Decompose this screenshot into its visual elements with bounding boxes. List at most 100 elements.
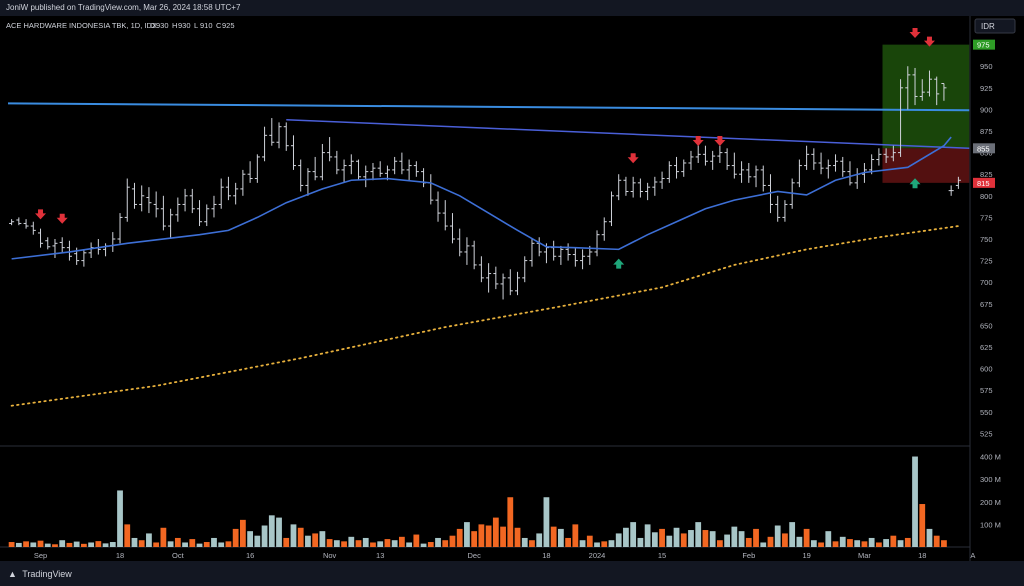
ohlc-bar <box>392 156 398 175</box>
volume-bar <box>283 537 290 547</box>
currency-box <box>974 18 1016 34</box>
ohlc-bar <box>66 240 72 261</box>
volume-bar <box>268 515 275 547</box>
volume-bar <box>926 528 933 547</box>
ohlc-bar <box>30 221 36 235</box>
ohlc-bar <box>724 148 730 170</box>
time-tick-label: Oct <box>172 551 185 560</box>
volume-bar <box>724 534 731 547</box>
ohlc-bar <box>673 156 680 179</box>
ohlc-bar <box>898 79 904 157</box>
volume-bar <box>716 540 723 547</box>
volume-bar <box>651 532 658 547</box>
ohlc-bar <box>818 152 824 175</box>
ohlc-bar <box>753 165 759 188</box>
ohlc-key: L <box>194 21 198 30</box>
volume-bar <box>753 528 759 547</box>
price-chart[interactable]: 5255505756006256506757007257507758008258… <box>0 16 1024 561</box>
ohlc-bar <box>319 143 325 181</box>
volume-bar <box>362 537 369 547</box>
volume-bar <box>557 528 564 547</box>
ohlc-bar <box>941 83 947 101</box>
volume-bar <box>232 528 239 547</box>
volume-bar <box>478 524 485 547</box>
volume-bars <box>8 456 947 547</box>
sell-arrow-icon <box>909 28 921 38</box>
ohlc-bar <box>681 159 687 177</box>
volume-bar <box>825 531 832 547</box>
volume-bar <box>44 543 51 547</box>
ohlc-bar <box>594 230 600 257</box>
volume-bar <box>492 517 499 547</box>
volume-bar <box>875 542 882 547</box>
price-badge-label: 815 <box>977 179 990 188</box>
ohlc-bar <box>117 213 123 244</box>
currency-selector[interactable]: IDR <box>974 18 1016 34</box>
price-tick-label: 950 <box>980 62 993 71</box>
price-tick-label: 775 <box>980 213 993 222</box>
volume-bar <box>464 522 470 547</box>
volume-bar <box>868 537 875 547</box>
volume-bar <box>594 542 600 547</box>
volume-bar <box>276 517 282 547</box>
volume-bar <box>615 533 622 547</box>
descending-trendline[interactable] <box>286 119 970 150</box>
volume-tick-label: 300 M <box>980 475 1001 484</box>
ohlc-bar <box>233 182 239 205</box>
ohlc-bar <box>9 219 15 226</box>
volume-bar <box>52 544 58 547</box>
tradingview-logo[interactable]: ▲ TradingView <box>8 569 72 579</box>
time-tick-label: Sep <box>34 551 47 560</box>
ohlc-bar <box>536 237 542 257</box>
volume-bar <box>485 525 492 547</box>
ohlc-bar <box>334 150 340 175</box>
volume-bar <box>818 542 824 547</box>
ohlc-bar <box>59 237 65 252</box>
ohlc-bar <box>739 161 745 183</box>
price-tick-label: 600 <box>980 365 993 374</box>
ohlc-bar <box>457 228 463 257</box>
ohlc-bar <box>435 191 441 222</box>
price-tick-label: 750 <box>980 235 993 244</box>
ohlc-key: O <box>150 21 156 30</box>
price-badge-bg <box>973 39 995 50</box>
ohlc-bar <box>775 195 781 222</box>
volume-bar <box>514 527 521 547</box>
ohlc-bar <box>88 242 94 259</box>
volume-bar <box>319 531 326 547</box>
volume-bar <box>355 540 362 547</box>
ohlc-bar <box>247 161 253 183</box>
volume-bar <box>543 497 550 547</box>
volume-bar <box>406 542 413 547</box>
volume-bar <box>391 540 398 547</box>
chart-area[interactable]: 525 550 575 600 625 650 675 700 725 750 775 800 825 8… <box>0 16 1024 561</box>
volume-bar <box>456 528 463 547</box>
price-badge-label: 855 <box>977 144 990 153</box>
time-tick-label: A <box>970 551 975 560</box>
time-tick-label: 18 <box>918 551 926 560</box>
ohlc-bar <box>160 195 166 231</box>
ohlc-bar <box>912 67 918 106</box>
ohlc-key: C <box>216 21 222 30</box>
volume-bar <box>608 540 615 547</box>
slow-moving-average <box>10 225 960 407</box>
currency-label[interactable]: IDR <box>981 22 995 31</box>
ohlc-bar <box>298 159 304 192</box>
volume-bar <box>897 540 904 547</box>
ma-slow-line <box>10 225 960 407</box>
signal-arrows <box>35 28 935 269</box>
ohlc-bar <box>948 185 954 196</box>
volume-bar <box>890 535 897 547</box>
ohlc-bar <box>262 126 268 162</box>
volume-bar <box>847 539 853 547</box>
ohlc-bar <box>688 150 694 170</box>
resistance-line[interactable] <box>7 102 970 112</box>
time-tick-label: 19 <box>802 551 810 560</box>
ohlc-bar <box>493 266 499 290</box>
volume-bar <box>333 540 340 547</box>
volume-tick-label: 200 M <box>980 498 1001 507</box>
volume-bar <box>254 535 261 547</box>
volume-bar <box>644 524 651 547</box>
volume-bar <box>941 540 947 547</box>
volume-bar <box>435 537 441 547</box>
